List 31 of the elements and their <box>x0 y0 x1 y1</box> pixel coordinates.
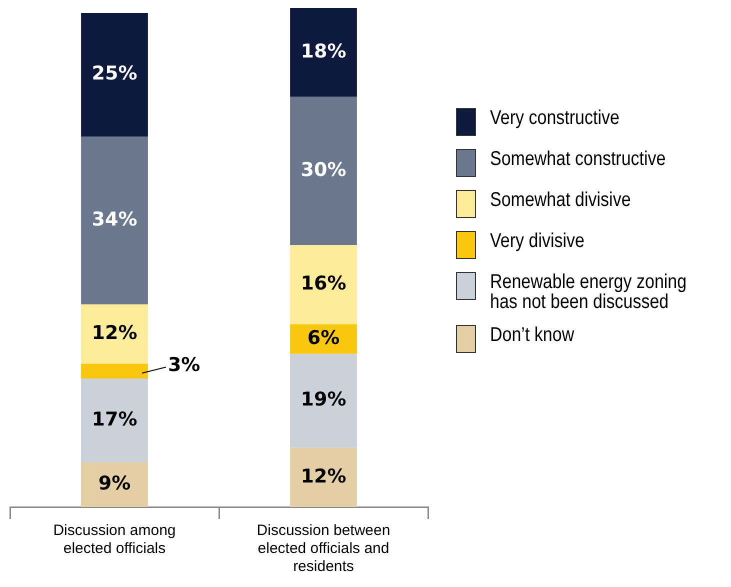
bar <box>81 12 148 136</box>
bar <box>81 304 148 364</box>
data-label: 9% <box>98 472 131 495</box>
data-label: 6% <box>307 326 340 349</box>
legend-label: Very divisive <box>490 230 584 252</box>
data-label: 12% <box>92 322 138 344</box>
bar <box>290 354 357 448</box>
bar <box>81 462 148 507</box>
legend-label: Somewhat constructive <box>490 148 666 170</box>
x-tick-label: Discussion among elected officials <box>53 522 176 558</box>
data-label: 30% <box>300 158 346 181</box>
data-label: 3% <box>168 354 200 376</box>
data-label: 12% <box>300 465 346 488</box>
legend-label: Very constructive <box>490 107 620 129</box>
bar <box>81 378 148 463</box>
bar <box>81 136 148 304</box>
bar <box>81 364 148 379</box>
legend-label: Don’t know <box>490 324 574 346</box>
data-label: 19% <box>300 388 346 411</box>
data-label: 18% <box>300 40 346 62</box>
x-tick-label: Discussion between elected officials and residents <box>256 522 390 576</box>
bar <box>290 448 357 507</box>
legend-label: Somewhat divisive <box>490 189 631 211</box>
bar <box>290 8 357 97</box>
data-label: 34% <box>92 208 138 230</box>
bar <box>290 96 357 246</box>
data-label: 17% <box>92 408 138 430</box>
data-label: 25% <box>92 62 138 85</box>
legend-label: Renewable energy zoning has not been discussed <box>490 271 688 313</box>
bar <box>290 245 357 324</box>
data-label: 16% <box>300 272 346 295</box>
